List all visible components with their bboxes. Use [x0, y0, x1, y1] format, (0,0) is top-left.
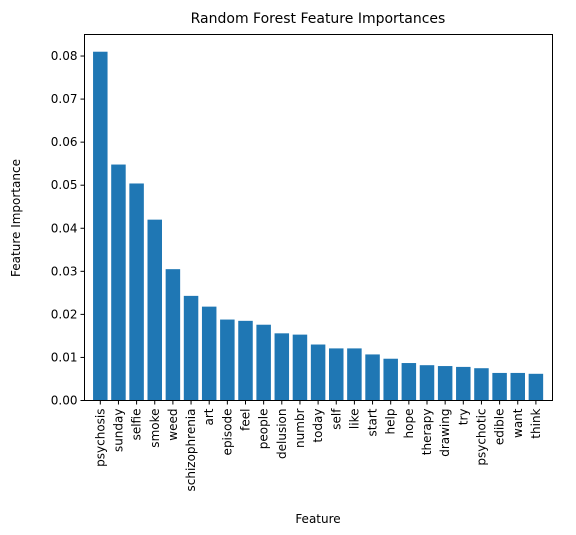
y-tick-label: 0.07 — [51, 92, 78, 106]
x-tick-label: art — [202, 408, 216, 425]
chart-title: Random Forest Feature Importances — [191, 11, 446, 27]
x-tick-label: sunday — [111, 409, 125, 453]
bars-group — [93, 51, 544, 401]
x-tick-label: hope — [402, 409, 416, 439]
bar-schizophrenia — [183, 295, 199, 401]
bar-hope — [401, 363, 417, 401]
bar-edible — [492, 372, 507, 401]
bar-feel — [238, 320, 253, 401]
x-tick-label: think — [529, 408, 543, 438]
x-tick-label: drawing — [438, 409, 452, 457]
x-tick-label: schizophrenia — [184, 409, 198, 492]
bar-weed — [165, 269, 181, 401]
bar-like — [347, 348, 362, 401]
x-tick-label: edible — [493, 409, 507, 446]
bar-want — [510, 372, 525, 401]
y-tick-label: 0.02 — [51, 307, 78, 321]
bar-self — [329, 348, 344, 401]
x-tick-label: like — [347, 409, 361, 430]
x-tick-label: psychotic — [474, 409, 488, 466]
x-axis-ticks: psychosis sunday selfie smoke weed schizophre… — [93, 400, 543, 492]
y-tick-label: 0.05 — [51, 178, 78, 192]
bar-try — [456, 366, 471, 401]
bar-think — [528, 373, 544, 401]
x-tick-label: therapy — [420, 409, 434, 456]
bar-start — [365, 354, 380, 401]
bar-numbr — [292, 334, 308, 401]
x-tick-label: weed — [166, 409, 180, 441]
x-tick-label: smoke — [148, 409, 162, 448]
y-tick-label: 0.06 — [51, 135, 78, 149]
x-tick-label: psychosis — [93, 409, 107, 467]
bar-episode — [220, 319, 235, 401]
bar-people — [256, 324, 271, 401]
bar-delusion — [274, 333, 290, 401]
y-tick-label: 0.03 — [51, 264, 78, 278]
bar-psychotic — [474, 368, 489, 401]
bar-sunday — [111, 164, 126, 401]
bar-therapy — [419, 365, 435, 401]
y-tick-label: 0.04 — [51, 221, 78, 235]
x-tick-label: numbr — [293, 408, 307, 448]
y-axis-label: Feature Importance — [9, 159, 23, 277]
x-tick-label: selfie — [130, 409, 144, 441]
x-tick-label: episode — [220, 409, 234, 456]
plot-frame — [84, 34, 553, 401]
x-tick-label: feel — [239, 409, 253, 431]
y-axis-ticks: 0.00 0.01 0.02 0.03 0.04 0.05 0.06 0.07 0.08 — [51, 49, 85, 408]
y-tick-label: 0.00 — [51, 394, 78, 408]
bar-psychosis — [93, 51, 108, 401]
x-tick-label: delusion — [275, 409, 289, 459]
bar-today — [310, 344, 326, 401]
x-tick-label: try — [456, 409, 470, 426]
x-tick-label: people — [257, 409, 271, 450]
bar-smoke — [147, 219, 162, 401]
bar-drawing — [437, 366, 453, 401]
bar-art — [201, 306, 217, 401]
x-tick-label: want — [511, 408, 525, 438]
x-tick-label: today — [311, 409, 325, 443]
x-tick-label: help — [384, 409, 398, 435]
y-tick-label: 0.08 — [51, 49, 78, 63]
x-tick-label: start — [366, 408, 380, 436]
bar-help — [383, 358, 398, 401]
y-tick-label: 0.01 — [51, 350, 78, 364]
x-tick-label: self — [329, 408, 343, 430]
x-axis-label: Feature — [295, 512, 340, 526]
bar-selfie — [129, 183, 144, 401]
